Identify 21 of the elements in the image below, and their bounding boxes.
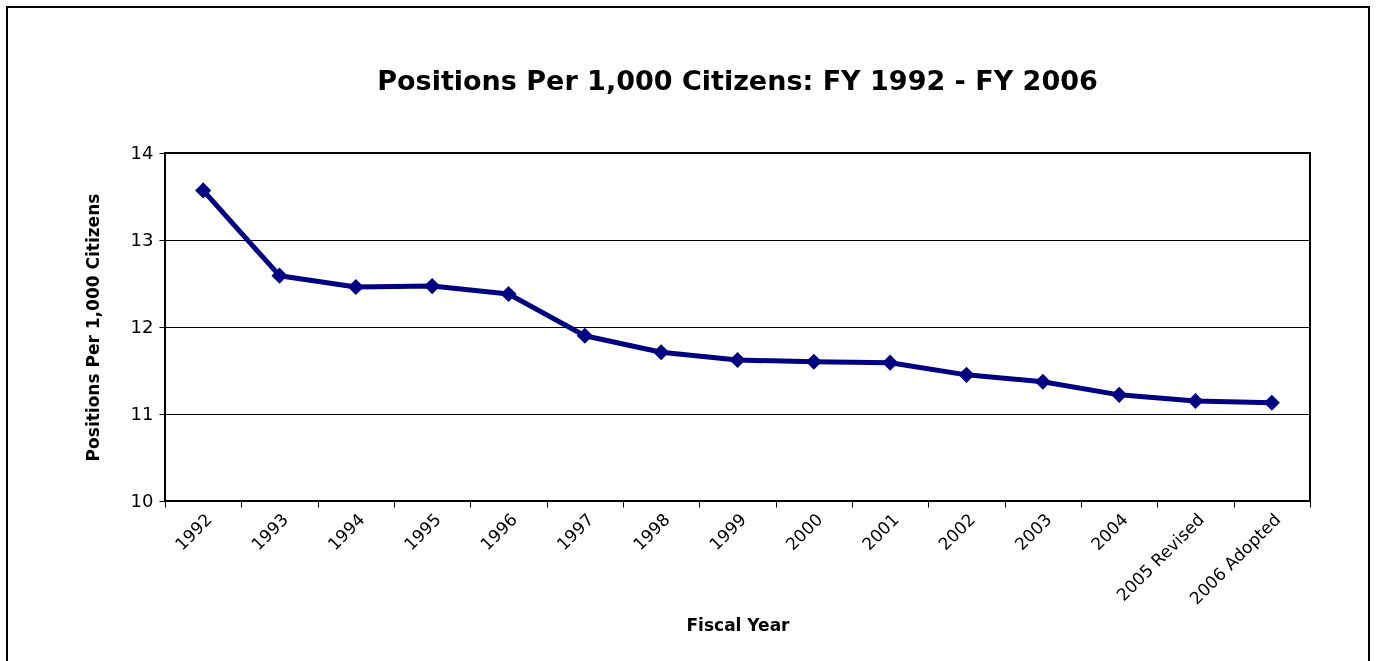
chart-title: Positions Per 1,000 Citizens: FY 1992 - FY 2006: [377, 65, 1098, 96]
x-axis-title: Fiscal Year: [686, 614, 791, 635]
point: [424, 278, 441, 295]
point: [500, 285, 517, 302]
point: [347, 278, 364, 296]
y-axis-title: Positions Per 1,000 Citizens: [82, 193, 103, 462]
y-tick-label: 13: [130, 228, 154, 250]
y-tick-label: 10: [130, 489, 154, 511]
point: [195, 182, 212, 199]
point: [882, 354, 899, 371]
point: [1187, 392, 1204, 410]
y-tick-label: 12: [130, 315, 154, 337]
point: [729, 352, 746, 369]
y-tick-label: 14: [130, 141, 154, 163]
y-tick-label: 11: [130, 402, 154, 424]
point: [653, 344, 670, 361]
point: [1034, 373, 1051, 390]
point: [576, 327, 593, 344]
point: [958, 366, 975, 383]
point: [1111, 386, 1128, 403]
point: [271, 267, 288, 284]
